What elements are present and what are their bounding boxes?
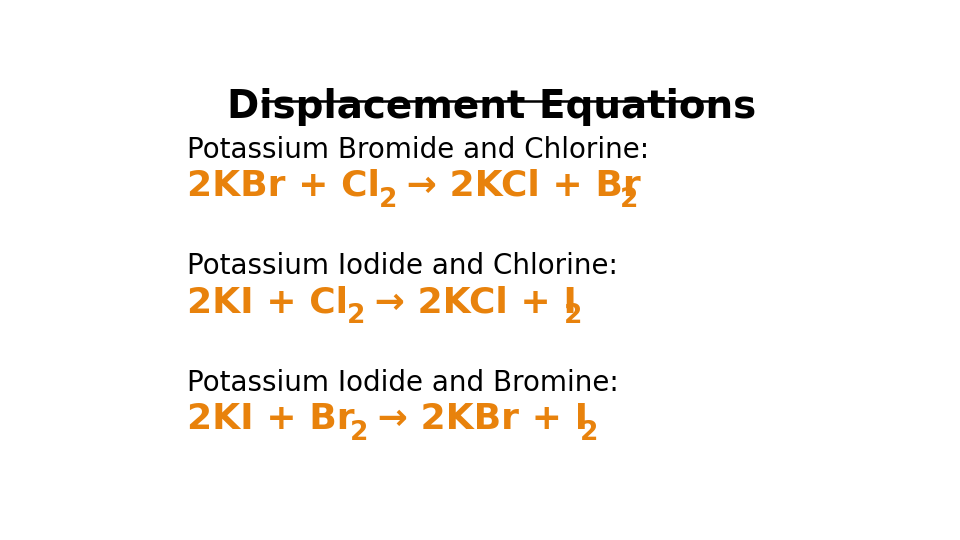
Text: → 2KBr + I: → 2KBr + I	[365, 402, 588, 436]
Text: 2: 2	[349, 420, 369, 446]
Text: Potassium Bromide and Chlorine:: Potassium Bromide and Chlorine:	[187, 136, 649, 164]
Text: Potassium Iodide and Bromine:: Potassium Iodide and Bromine:	[187, 369, 618, 397]
Text: 2KI + Br: 2KI + Br	[187, 402, 354, 436]
Text: Potassium Iodide and Chlorine:: Potassium Iodide and Chlorine:	[187, 253, 618, 280]
Text: → 2KCl + I: → 2KCl + I	[362, 285, 577, 319]
Text: 2KBr + Cl: 2KBr + Cl	[187, 169, 380, 203]
Text: → 2KCl + Br: → 2KCl + Br	[394, 169, 640, 203]
Text: 2: 2	[379, 187, 397, 213]
Text: 2KI + Cl: 2KI + Cl	[187, 285, 348, 319]
Text: 2: 2	[620, 187, 638, 213]
Text: Displacement Equations: Displacement Equations	[228, 87, 756, 126]
Text: 2: 2	[347, 303, 366, 329]
Text: 2: 2	[580, 420, 598, 446]
Text: 2: 2	[564, 303, 583, 329]
